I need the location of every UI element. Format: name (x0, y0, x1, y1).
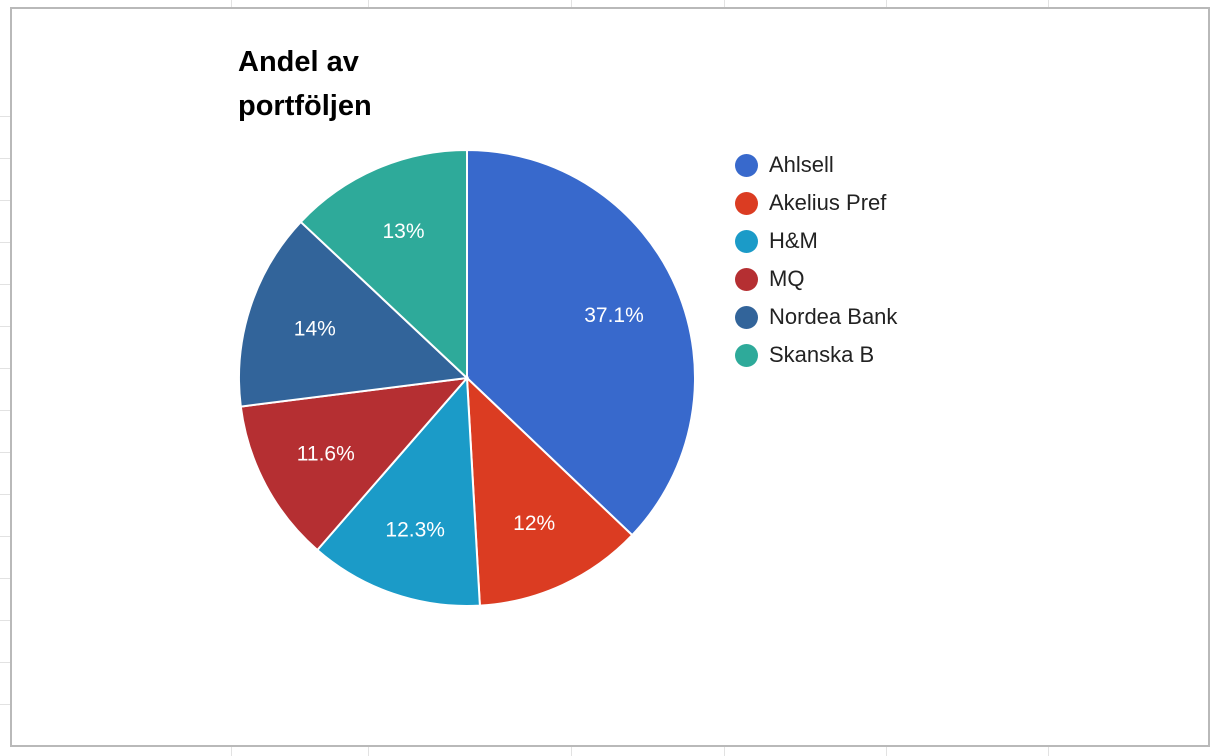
legend-swatch-icon (735, 267, 758, 291)
pie-slice-label: 14% (294, 318, 336, 341)
legend-swatch-icon (735, 191, 758, 215)
legend-label: MQ (769, 266, 805, 291)
chart-title: Andel av portföljen (238, 46, 372, 122)
legend-swatch-icon (735, 229, 758, 253)
pie-slice-ahlsell[interactable] (466, 148, 697, 537)
legend-item[interactable]: H&M (735, 222, 897, 260)
legend-label: Ahlsell (769, 152, 834, 177)
legend-label: H&M (769, 228, 818, 253)
pie-slice-akelius-pref[interactable] (465, 375, 634, 607)
pie-slice-h-m[interactable] (315, 375, 481, 608)
pie-slice-labels: 37.1% 12% 12.3% 11.6% 14% 13% (294, 220, 644, 541)
legend-swatch-icon (735, 305, 758, 329)
pie-slice-mq[interactable] (239, 376, 470, 552)
pie-slice-label: 13% (382, 220, 424, 243)
pie-slices (238, 148, 697, 608)
legend-label: Nordea Bank (769, 304, 898, 329)
pie-slice-nordea-bank[interactable] (238, 220, 470, 408)
legend-item[interactable]: Ahlsell (735, 146, 897, 184)
pie-slice-label: 11.6% (297, 442, 355, 465)
legend-swatch-icon (735, 153, 758, 177)
legend-item[interactable]: Nordea Bank (735, 298, 897, 336)
pie-slice-label: 37.1% (584, 304, 644, 327)
pie-slice-label: 12% (513, 512, 555, 535)
legend-label: Skanska B (769, 342, 875, 367)
legend-swatch-icon (735, 343, 758, 367)
pie-slice-label: 12.3% (385, 518, 445, 541)
legend-label: Akelius Pref (769, 190, 887, 215)
legend-item[interactable]: MQ (735, 260, 897, 298)
legend-item[interactable]: Akelius Pref (735, 184, 897, 222)
chart-legend: Ahlsell Akelius Pref H&M MQ Nordea Bank Skans… (735, 146, 897, 374)
legend-item[interactable]: Skanska B (735, 336, 897, 374)
pie-slice-skanska-b[interactable] (299, 148, 468, 381)
